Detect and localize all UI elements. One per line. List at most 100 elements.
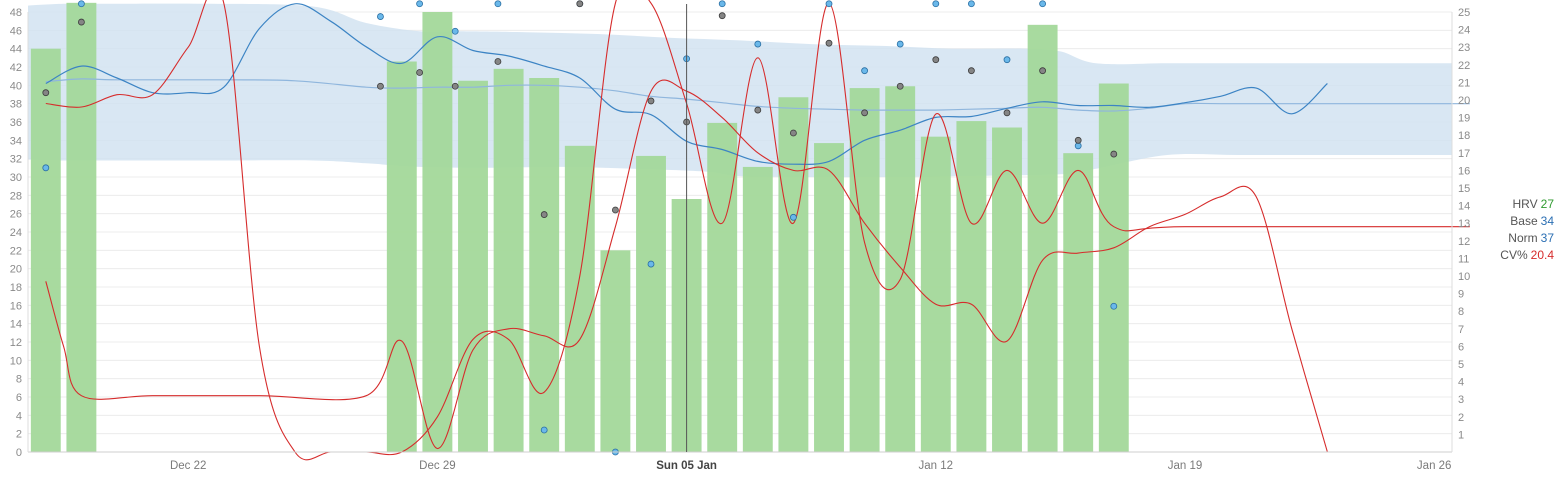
dot-gray (377, 82, 384, 90)
data-dots (42, 0, 1118, 456)
dot-gray (825, 39, 833, 47)
y-tick-right: 20 (1458, 95, 1470, 107)
dot-blue (451, 27, 459, 35)
hrv-bar (1063, 153, 1094, 452)
legend-base-value: 34 (1540, 214, 1554, 228)
y-tick-left: 26 (10, 209, 22, 221)
dot-blue (968, 0, 975, 8)
y-tick-right: 18 (1458, 130, 1470, 142)
dot-gray (42, 89, 50, 97)
dot-gray (1110, 150, 1118, 158)
legend-norm: Norm 37 (1508, 231, 1554, 245)
y-tick-left: 28 (10, 190, 22, 202)
y-tick-right: 4 (1458, 377, 1464, 389)
dot-blue (754, 40, 762, 48)
y-tick-right: 22 (1458, 60, 1470, 72)
legend-cv: CV% 20.4 (1500, 248, 1554, 262)
dot-gray (790, 129, 797, 137)
dot-blue (42, 164, 50, 172)
cv-line (45, 79, 1328, 453)
y-tick-left: 34 (10, 135, 22, 147)
hrv-bar (422, 12, 453, 452)
dot-gray (494, 58, 502, 65)
dot-blue (861, 67, 868, 75)
hrv-bar (742, 166, 773, 452)
y-tick-left: 30 (10, 172, 22, 184)
y-tick-left: 12 (10, 337, 22, 349)
norm-band (28, 3, 1452, 178)
dot-gray (754, 106, 762, 114)
y-tick-left: 32 (10, 154, 22, 166)
dot-blue (896, 40, 904, 48)
y-tick-left: 2 (16, 429, 22, 441)
y-tick-right: 16 (1458, 165, 1470, 177)
y-tick-right: 1 (1458, 429, 1464, 441)
hrv-bar (636, 155, 666, 452)
y-tick-left: 22 (10, 245, 22, 257)
hrv-bar (386, 61, 417, 452)
y-tick-left: 6 (16, 392, 22, 404)
y-tick-right: 9 (1458, 289, 1464, 301)
hrv-bar (564, 145, 595, 453)
dot-blue (78, 0, 85, 8)
dot-blue (416, 0, 424, 8)
y-tick-right: 14 (1458, 201, 1470, 213)
hrv-bar (778, 97, 809, 452)
y-tick-right: 21 (1458, 77, 1470, 89)
y-tick-left: 20 (10, 264, 22, 276)
legend-base: Base 34 (1510, 214, 1554, 228)
legend-cv-value: 20.4 (1530, 248, 1554, 262)
dot-gray (416, 69, 424, 76)
dot-gray (1074, 136, 1082, 144)
y-tick-left: 8 (16, 374, 22, 386)
dot-gray (968, 67, 975, 75)
y-tick-left: 36 (10, 117, 22, 129)
hrv-bar (600, 250, 631, 452)
y-axis-right: 1234567891011121314151617181920212223242… (1458, 7, 1470, 441)
y-tick-left: 16 (10, 300, 22, 312)
axes (27, 4, 1453, 453)
dot-blue (790, 213, 797, 221)
y-tick-right: 17 (1458, 148, 1470, 160)
legend-norm-value: 37 (1540, 231, 1554, 245)
dot-gray (612, 206, 619, 214)
x-tick: Dec 22 (170, 460, 206, 472)
y-tick-right: 7 (1458, 324, 1464, 336)
x-axis: Dec 22 Dec 29 Sun 05 Jan Jan 12 Jan 19 Jan 26 (170, 460, 1451, 472)
cv-line (45, 0, 1470, 461)
dot-blue (1110, 302, 1118, 310)
y-axis-left: 0246810121416182022242628303234363840424… (10, 7, 22, 459)
x-tick: Jan 12 (919, 460, 954, 472)
hrv-bar (814, 143, 844, 453)
y-tick-right: 8 (1458, 306, 1464, 318)
x-tick: Dec 29 (419, 460, 455, 472)
y-tick-right: 25 (1458, 7, 1470, 19)
legend-hrv-value: 27 (1540, 197, 1554, 211)
hrv-bar (493, 68, 524, 452)
dot-blue (718, 0, 726, 8)
dot-blue (1039, 0, 1046, 8)
y-tick-right: 5 (1458, 359, 1464, 371)
hrv-bar (66, 2, 97, 452)
dot-gray (896, 82, 904, 90)
dot-blue (377, 13, 384, 20)
y-tick-left: 24 (10, 227, 22, 239)
y-tick-right: 3 (1458, 394, 1464, 406)
hrv-bar (956, 121, 987, 452)
y-tick-right: 15 (1458, 183, 1470, 195)
hrv-bar (458, 80, 488, 452)
hrv-bar (920, 136, 951, 452)
y-tick-left: 4 (16, 410, 22, 422)
y-tick-right: 10 (1458, 271, 1470, 283)
dot-gray (861, 109, 868, 117)
hrv-bar (1027, 24, 1058, 452)
y-tick-left: 44 (10, 44, 22, 56)
y-tick-right: 19 (1458, 113, 1470, 125)
y-tick-right: 24 (1458, 25, 1470, 37)
norm-band-area (28, 3, 1452, 178)
y-tick-left: 42 (10, 62, 22, 74)
y-tick-left: 46 (10, 25, 22, 37)
dot-blue (494, 0, 502, 8)
hrv-bar (1098, 83, 1129, 452)
dot-blue (647, 260, 655, 268)
